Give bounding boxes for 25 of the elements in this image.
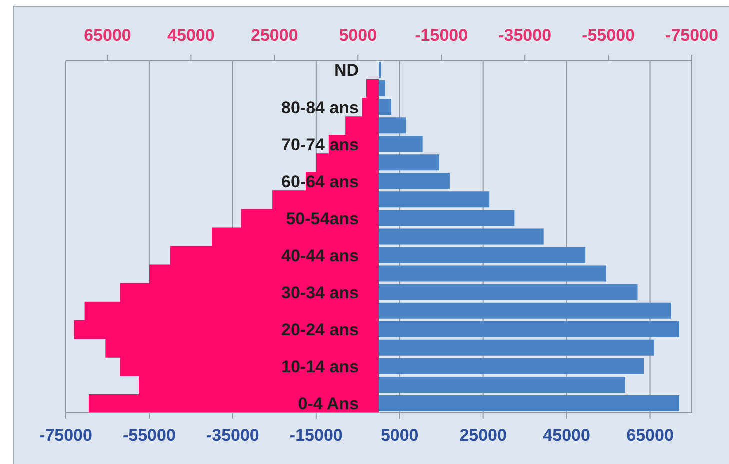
x-tick-label: -35000 (206, 426, 260, 446)
x2-tick-label: -55000 (582, 26, 635, 45)
y-tick-label: 80-84 ans (282, 98, 359, 118)
x2-tick-label: -15000 (415, 26, 468, 45)
x2-tick-label: 45000 (168, 26, 215, 45)
x2-tick-label: -75000 (666, 26, 718, 45)
y-tick-label: 10-14 ans (282, 358, 359, 377)
x-tick-label: -15000 (290, 426, 343, 446)
y-tick-label: 20-24 ans (282, 320, 359, 340)
x-tick-label: 45000 (543, 426, 590, 446)
y-tick-label: 30-34 ans (282, 284, 359, 303)
x2-tick-label: 65000 (84, 26, 132, 45)
x-tick-label: 25000 (460, 426, 507, 446)
x-tick-label: 65000 (626, 426, 674, 446)
y-tick-label: 0-4 Ans (298, 394, 359, 414)
y-tick-label: ND (334, 61, 359, 80)
x-tick-label: -55000 (123, 426, 176, 446)
x2-tick-label: 5000 (339, 26, 378, 45)
y-tick-label: 50-54ans (286, 209, 359, 228)
y-tick-label: 40-44 ans (282, 246, 359, 266)
x2-tick-label: -35000 (498, 26, 552, 45)
x-tick-label: 5000 (380, 426, 419, 446)
x2-tick-label: 25000 (251, 26, 298, 45)
y-tick-label: 70-74 ans (282, 135, 359, 154)
x-tick-label: -75000 (40, 426, 92, 446)
